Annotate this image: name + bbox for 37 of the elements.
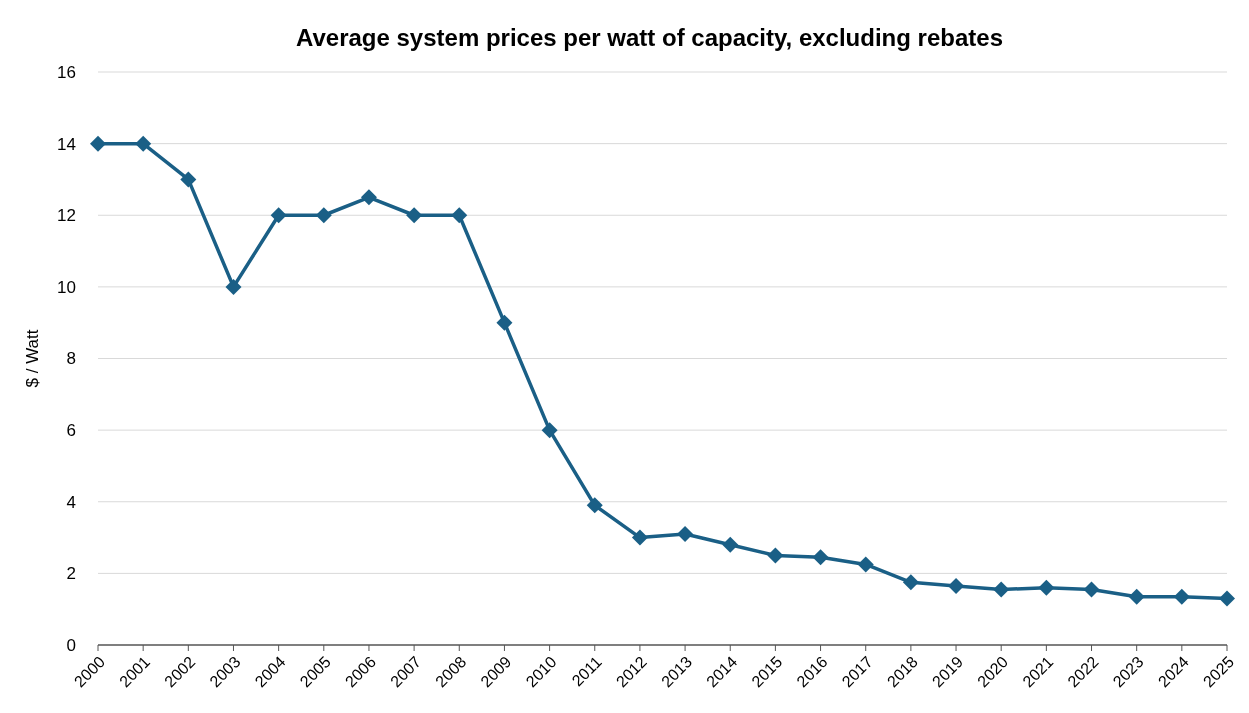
point: [586, 497, 603, 514]
point: [225, 278, 242, 295]
point: [541, 422, 558, 439]
point: [902, 574, 919, 591]
y-axis-title: $ / Watt: [23, 329, 42, 388]
point: [1038, 579, 1055, 596]
point: [90, 135, 106, 152]
y-tick-label: 12: [57, 206, 76, 226]
point: [1083, 581, 1100, 598]
y-tick-label: 8: [66, 349, 76, 369]
point: [360, 189, 377, 206]
y-tick-label: 4: [66, 492, 76, 512]
point: [857, 556, 874, 573]
point: [1173, 588, 1190, 605]
y-tick-label: 2: [66, 564, 76, 584]
point: [180, 171, 197, 188]
point: [812, 549, 829, 566]
y-tick-label: 14: [57, 134, 76, 154]
point: [406, 207, 423, 224]
y-tick-label: 0: [66, 635, 76, 655]
point: [1128, 588, 1145, 605]
chart-title: Average system prices per watt of capacity, excluding rebates: [296, 24, 1003, 51]
point: [496, 314, 513, 331]
point: [948, 577, 965, 594]
point: [451, 207, 468, 224]
point: [631, 529, 648, 546]
point: [1219, 590, 1235, 607]
point: [722, 536, 739, 553]
point: [993, 581, 1010, 598]
point: [270, 207, 287, 224]
y-tick-label: 16: [57, 62, 76, 82]
point: [677, 525, 694, 542]
y-tick-label: 6: [66, 421, 76, 441]
point: [767, 547, 784, 564]
y-tick-label: 10: [57, 277, 76, 297]
point: [315, 207, 332, 224]
point: [135, 135, 152, 152]
